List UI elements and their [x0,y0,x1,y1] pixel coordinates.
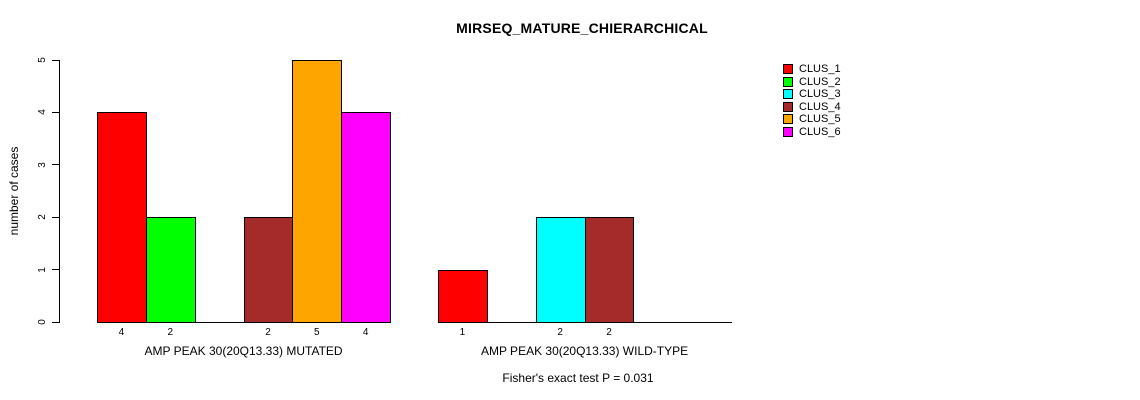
bar-value-label: 2 [557,327,563,338]
y-tick-label: 2 [37,214,48,220]
bar [97,112,147,323]
zero-bar-line [486,322,537,323]
bar-value-label: 2 [167,327,174,338]
legend-label: CLUS_6 [799,125,841,138]
bar [535,217,586,323]
bar-value-label: 2 [606,327,612,338]
legend-item: CLUS_6 [783,126,841,139]
legend-label: CLUS_3 [799,88,841,101]
legend-label: CLUS_2 [799,75,841,88]
y-axis-line [59,60,60,323]
y-tick-mark [52,59,59,61]
bar-value-label: 4 [362,327,369,338]
zero-bar-line [194,322,245,323]
bar-value-label: 2 [265,327,271,338]
fisher-test-annotation: Fisher's exact test P = 0.031 [502,371,654,385]
bar-value-label: 4 [118,327,125,338]
y-tick-mark [52,269,59,271]
legend-item: CLUS_5 [783,113,841,126]
bar [145,217,196,323]
legend-label: CLUS_1 [799,63,841,76]
legend-swatch [783,126,793,137]
y-axis-title: number of cases [7,146,21,236]
y-tick-label: 1 [37,266,48,273]
zero-bar-line [682,322,733,323]
legend-swatch [783,101,793,112]
y-tick-label: 0 [37,319,48,325]
y-tick-mark [52,216,59,218]
y-tick-mark [52,321,59,323]
y-tick-label: 5 [37,57,48,63]
legend-swatch [783,89,793,100]
zero-bar-line [633,322,684,323]
legend-label: CLUS_4 [799,100,841,113]
y-tick-mark [52,164,59,166]
legend-item: CLUS_4 [783,101,841,114]
bar [292,60,343,323]
bar-value-label: 5 [314,327,320,338]
bar [584,217,635,323]
y-tick-label: 3 [37,162,48,168]
legend-item: CLUS_1 [783,63,841,76]
legend-label: CLUS_5 [799,113,841,126]
y-tick-mark [52,111,59,113]
bar-value-label: 1 [459,327,466,338]
x-axis-group-label: AMP PEAK 30(20Q13.33) MUTATED [144,344,343,358]
bar [243,217,294,323]
legend-swatch [783,64,793,75]
legend-swatch [783,76,793,87]
y-tick-label: 4 [37,109,48,116]
legend-item: CLUS_3 [783,88,841,101]
legend: CLUS_1 CLUS_2 CLUS_3 CLUS_4 CLUS_5 CLUS_6 [783,63,841,138]
legend-swatch [783,114,793,125]
legend-item: CLUS_2 [783,76,841,89]
bar [341,112,392,323]
chart-title: MIRSEQ_MATURE_CHIERARCHICAL [456,20,708,36]
x-axis-group-label: AMP PEAK 30(20Q13.33) WILD-TYPE [480,344,689,358]
bar [438,269,488,323]
